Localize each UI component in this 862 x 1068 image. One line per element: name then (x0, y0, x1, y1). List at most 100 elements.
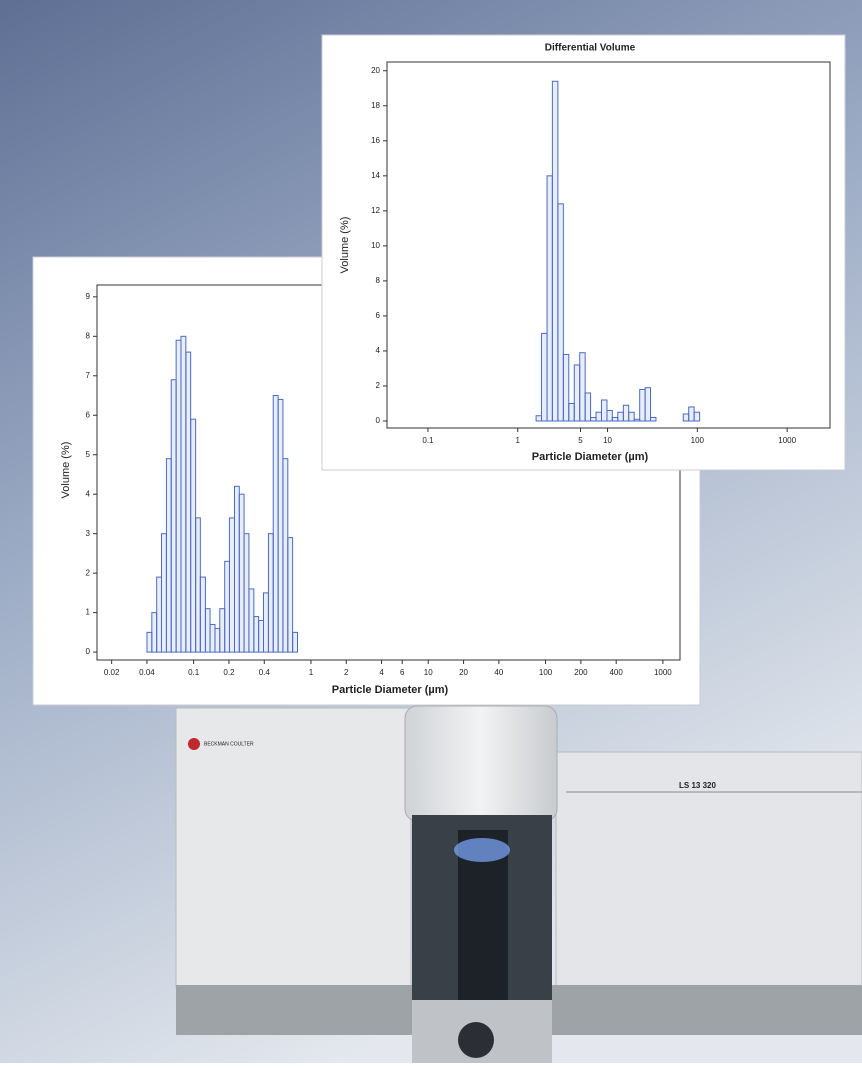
y-tick-label: 16 (371, 136, 380, 145)
histogram-bar (224, 560, 230, 653)
brand-logo (188, 738, 200, 750)
histogram-bar (277, 398, 284, 653)
histogram-bar (535, 415, 543, 422)
chart-panel (321, 34, 846, 471)
histogram-bar (590, 416, 597, 422)
x-tick-label: 0.1 (422, 436, 434, 445)
histogram-bar (146, 631, 153, 653)
histogram-bar (546, 175, 553, 422)
x-axis-label: Particle Diameter (µm) (532, 451, 649, 463)
x-axis-label: Particle Diameter (µm) (332, 684, 449, 696)
y-tick-label: 20 (371, 66, 380, 75)
x-tick-label: 1 (309, 668, 314, 677)
histogram-bar (606, 409, 613, 422)
histogram-bar (682, 413, 690, 422)
y-tick-label: 2 (376, 381, 381, 390)
x-tick-label: 1 (516, 436, 521, 445)
x-tick-label: 2 (344, 668, 349, 677)
x-tick-label: 400 (609, 668, 623, 677)
histogram-bar (557, 203, 564, 422)
histogram-bar (204, 608, 211, 653)
y-tick-label: 3 (86, 529, 91, 538)
histogram-bar (151, 612, 158, 653)
y-axis-label: Volume (%) (60, 442, 72, 499)
histogram-bar (573, 364, 581, 422)
y-tick-label: 0 (86, 647, 91, 656)
x-tick-label: 0.04 (139, 668, 155, 677)
y-axis-label: Volume (%) (339, 217, 351, 274)
y-tick-label: 2 (86, 568, 91, 577)
histogram-bar (584, 392, 592, 422)
instrument: BECKMAN COULTER LS 13 320 (175, 705, 862, 1063)
x-tick-label: 4 (379, 668, 384, 677)
y-tick-label: 8 (376, 276, 381, 285)
histogram-bar (595, 411, 602, 422)
brand-name: BECKMAN COULTER (204, 741, 254, 747)
x-tick-label: 1000 (654, 668, 672, 677)
histogram-bar (209, 623, 216, 653)
histogram-bar (170, 379, 177, 653)
histogram-bar (219, 608, 226, 653)
laser-glow (454, 838, 510, 862)
histogram-bar (272, 395, 279, 653)
x-tick-label: 0.02 (104, 668, 120, 677)
histogram-bar (639, 388, 646, 422)
y-tick-label: 7 (86, 371, 91, 380)
charts: Particle Diameter (µm)Volume (%)01234567… (32, 34, 846, 706)
histogram-bar (253, 616, 260, 653)
x-tick-label: 20 (459, 668, 468, 677)
histogram-bar (180, 335, 187, 653)
histogram-bar (693, 411, 701, 422)
x-tick-label: 10 (603, 436, 612, 445)
histogram-bar (156, 576, 162, 653)
y-tick-label: 18 (371, 101, 380, 110)
y-tick-label: 6 (376, 311, 381, 320)
histogram-bar (622, 404, 630, 422)
x-tick-label: 6 (400, 668, 405, 677)
histogram-bar (633, 418, 641, 422)
histogram-bar (562, 353, 570, 422)
chart-title: Differential Volume (545, 43, 636, 54)
x-tick-label: 200 (574, 668, 588, 677)
y-tick-label: 8 (86, 331, 91, 340)
x-tick-label: 5 (578, 436, 583, 445)
chart: Differential Volume Particle Diameter (µm… (321, 34, 846, 471)
y-tick-label: 0 (376, 416, 381, 425)
x-tick-label: 0.2 (223, 668, 235, 677)
instrument-left-panel (175, 707, 412, 989)
histogram-bar (287, 537, 294, 653)
histogram-bar (688, 406, 695, 422)
histogram-bar (650, 416, 657, 422)
histogram-bar (243, 533, 250, 653)
histogram-bar (190, 418, 197, 653)
y-tick-label: 5 (86, 450, 91, 459)
histogram-bar (263, 592, 269, 653)
histogram-bar (568, 402, 575, 422)
histogram-bar (165, 458, 172, 653)
histogram-bar (248, 588, 255, 653)
x-tick-label: 1000 (778, 436, 796, 445)
histogram-bar (228, 517, 236, 653)
histogram-bar (238, 493, 245, 653)
plot-frame (386, 61, 831, 429)
instrument-right-panel (555, 751, 862, 989)
histogram-bar (579, 352, 586, 422)
histogram-bar (175, 339, 182, 653)
x-tick-label: 0.1 (188, 668, 200, 677)
histogram-bar (611, 416, 619, 422)
y-tick-label: 1 (86, 608, 91, 617)
y-tick-label: 4 (86, 489, 91, 498)
histogram-bar (282, 458, 289, 653)
x-tick-label: 100 (691, 436, 705, 445)
histogram-bar (551, 80, 559, 422)
y-tick-label: 10 (371, 241, 380, 250)
histogram-bar (628, 411, 635, 422)
y-tick-label: 4 (376, 346, 381, 355)
histogram-bar (185, 351, 192, 653)
x-tick-label: 10 (424, 668, 433, 677)
sample-cell (458, 830, 508, 1030)
y-tick-label: 12 (371, 206, 380, 215)
x-tick-label: 0.4 (259, 668, 271, 677)
